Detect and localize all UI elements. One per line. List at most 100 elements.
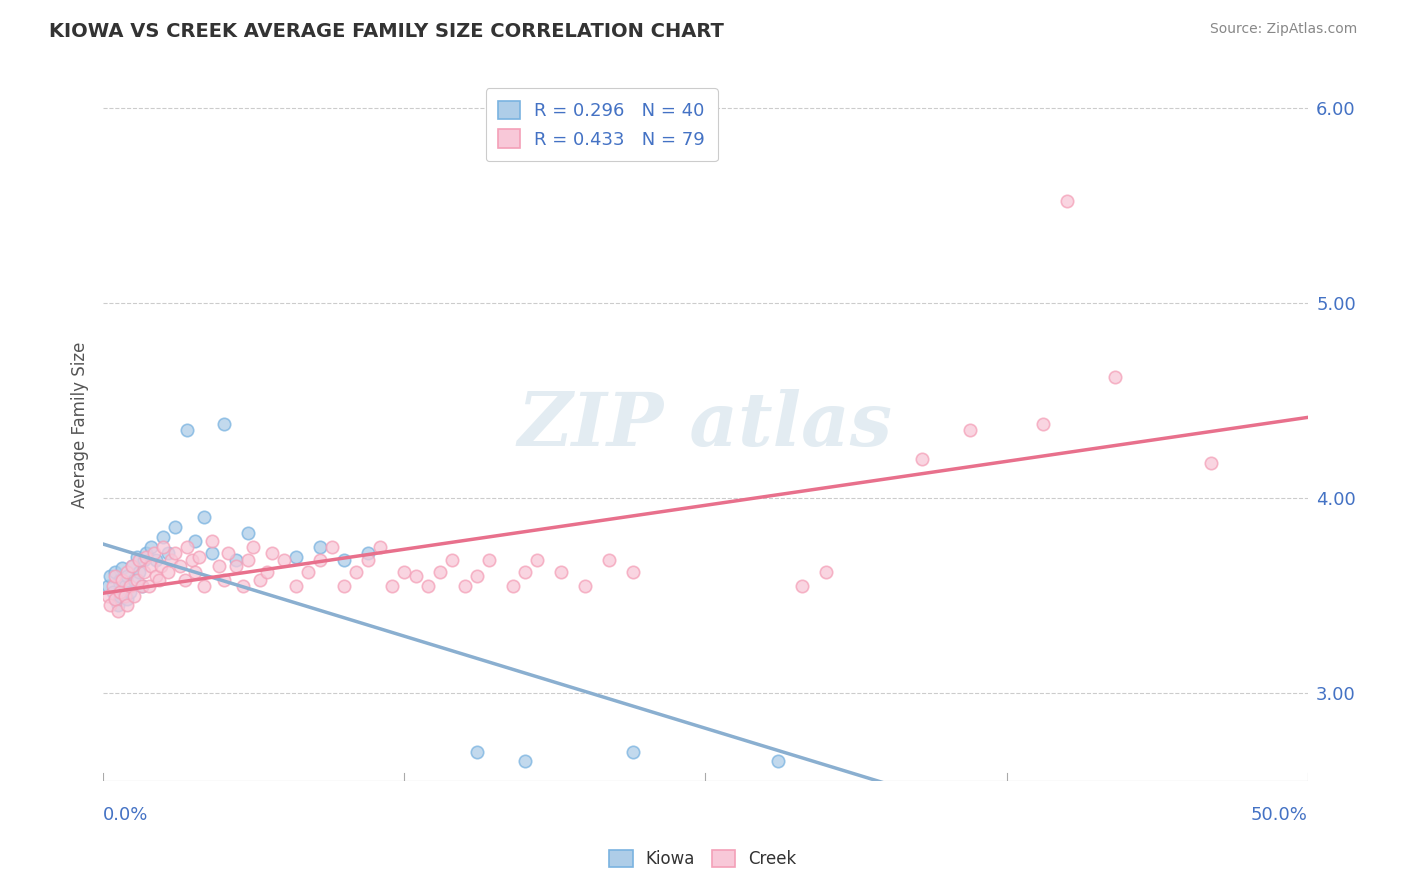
Point xyxy=(169,559,191,574)
Point xyxy=(149,559,172,574)
Point xyxy=(101,584,124,599)
Point xyxy=(111,561,134,575)
Point xyxy=(297,565,319,579)
Point xyxy=(165,546,187,560)
Point xyxy=(104,569,127,583)
Point xyxy=(465,569,488,583)
Point xyxy=(157,565,180,579)
Point xyxy=(502,579,524,593)
Point xyxy=(766,755,789,769)
Point xyxy=(260,546,283,560)
Text: 50.0%: 50.0% xyxy=(1251,806,1308,824)
Point xyxy=(135,549,157,564)
Point xyxy=(357,553,380,567)
Point xyxy=(309,540,332,554)
Point xyxy=(108,573,131,587)
Point xyxy=(621,565,644,579)
Point xyxy=(249,573,271,587)
Point xyxy=(513,755,536,769)
Point xyxy=(114,579,136,593)
Point xyxy=(381,579,404,593)
Point xyxy=(97,579,120,593)
Legend: Kiowa, Creek: Kiowa, Creek xyxy=(600,842,806,877)
Point xyxy=(135,546,157,560)
Point xyxy=(394,565,416,579)
Point xyxy=(357,546,380,560)
Point xyxy=(125,549,148,564)
Point xyxy=(309,553,332,567)
Legend: R = 0.296   N = 40, R = 0.433   N = 79: R = 0.296 N = 40, R = 0.433 N = 79 xyxy=(485,88,717,161)
Point xyxy=(159,553,181,567)
Point xyxy=(344,565,367,579)
Point xyxy=(621,745,644,759)
Point xyxy=(236,526,259,541)
Point xyxy=(98,599,121,613)
Point xyxy=(200,546,222,560)
Point xyxy=(165,520,187,534)
Point xyxy=(232,579,254,593)
Point xyxy=(118,584,141,599)
Point xyxy=(176,423,198,437)
Point xyxy=(148,573,170,587)
Point xyxy=(97,589,120,603)
Point xyxy=(465,745,488,759)
Point xyxy=(141,559,163,574)
Point xyxy=(124,573,146,587)
Point xyxy=(212,417,235,431)
Point xyxy=(208,559,231,574)
Point xyxy=(193,579,215,593)
Point xyxy=(115,569,138,583)
Point xyxy=(284,579,307,593)
Point xyxy=(225,553,247,567)
Point xyxy=(453,579,475,593)
Point xyxy=(131,579,153,593)
Point xyxy=(429,565,451,579)
Point xyxy=(141,540,163,554)
Point xyxy=(1032,417,1054,431)
Point xyxy=(108,584,131,599)
Point xyxy=(104,592,127,607)
Point xyxy=(131,579,153,593)
Point xyxy=(911,451,934,466)
Y-axis label: Average Family Size: Average Family Size xyxy=(72,342,89,508)
Point xyxy=(132,553,155,567)
Point xyxy=(104,592,127,607)
Point xyxy=(98,569,121,583)
Point xyxy=(225,559,247,574)
Text: ZIP atlas: ZIP atlas xyxy=(517,389,893,461)
Text: 0.0%: 0.0% xyxy=(103,806,149,824)
Point xyxy=(333,553,356,567)
Point xyxy=(183,565,205,579)
Point xyxy=(115,592,138,607)
Point xyxy=(550,565,572,579)
Point xyxy=(574,579,596,593)
Point xyxy=(284,549,307,564)
Point xyxy=(101,579,124,593)
Point xyxy=(814,565,837,579)
Point xyxy=(124,589,146,603)
Point xyxy=(152,530,174,544)
Point xyxy=(1201,456,1223,470)
Point xyxy=(183,533,205,548)
Point xyxy=(1104,370,1126,384)
Point xyxy=(217,546,239,560)
Point xyxy=(598,553,620,567)
Point xyxy=(128,565,150,579)
Point xyxy=(108,589,131,603)
Point xyxy=(115,565,138,579)
Point xyxy=(321,540,343,554)
Point xyxy=(107,599,129,613)
Point xyxy=(128,553,150,567)
Point xyxy=(118,579,141,593)
Point xyxy=(107,604,129,618)
Point xyxy=(368,540,391,554)
Point xyxy=(114,589,136,603)
Point xyxy=(959,423,981,437)
Point xyxy=(212,573,235,587)
Point xyxy=(405,569,427,583)
Point xyxy=(441,553,464,567)
Point xyxy=(145,553,167,567)
Point xyxy=(181,553,204,567)
Point xyxy=(121,559,143,574)
Point xyxy=(152,540,174,554)
